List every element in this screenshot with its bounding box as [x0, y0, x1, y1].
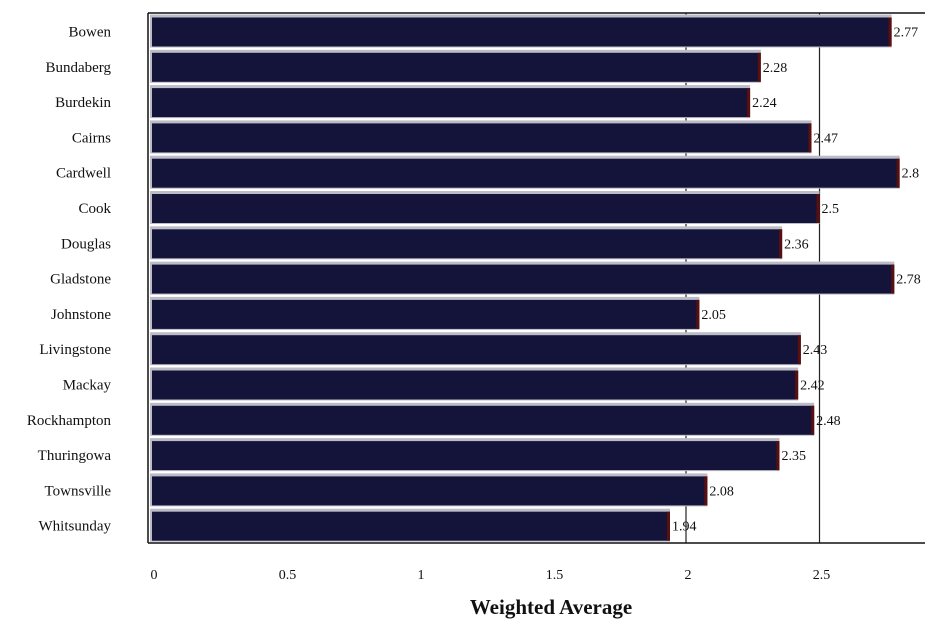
data-label: 2.43	[803, 343, 828, 358]
category-label: Burdekin	[55, 95, 111, 111]
bar-cook	[152, 194, 820, 223]
bar-edge	[666, 511, 670, 541]
data-label: 2.05	[701, 308, 726, 323]
category-label: Cook	[78, 201, 111, 217]
bar-edge	[888, 17, 892, 47]
bar-edge	[776, 441, 780, 471]
bar-edge	[757, 52, 761, 82]
bar-bowen	[152, 17, 892, 47]
bar-cardwell	[152, 158, 900, 188]
bar-edge	[797, 335, 801, 365]
category-label: Cardwell	[56, 166, 111, 182]
data-label: 2.47	[813, 131, 838, 146]
data-label: 2.08	[709, 484, 734, 499]
bar-edge	[779, 229, 783, 259]
category-label: Livingstone	[39, 342, 111, 358]
value-labels: 2.77 2.28 2.24 2.47 2.8 2.5 2.36 2.78 2.05 2.43 2.…	[672, 26, 921, 535]
category-label: Mackay	[63, 378, 112, 394]
data-label: 2.8	[902, 167, 920, 182]
data-label: 2.48	[816, 414, 841, 429]
category-labels: Bowen Bundaberg Burdekin Cairns Cardwell Cook…	[27, 25, 112, 535]
bar-edge	[816, 194, 820, 223]
bar-edge	[808, 123, 812, 153]
x-tick-label: 2.5	[813, 568, 831, 583]
data-label: 2.36	[784, 237, 809, 252]
x-tick-label: 0	[151, 568, 158, 583]
data-label: 2.77	[894, 26, 919, 41]
data-label: 2.24	[752, 96, 777, 111]
x-tick-label: 0.5	[279, 568, 297, 583]
bar-thuringowa	[152, 441, 780, 471]
bar-livingstone	[152, 335, 801, 365]
bar-edge	[747, 88, 751, 118]
category-label: Thuringowa	[38, 448, 112, 464]
bar-bundaberg	[152, 52, 761, 82]
bar-johnstone	[152, 299, 700, 329]
x-tick-label: 1.5	[546, 568, 564, 583]
category-label: Cairns	[72, 130, 111, 146]
x-tick-label: 2	[685, 568, 692, 583]
category-label: Johnstone	[51, 307, 111, 323]
category-label: Douglas	[61, 236, 111, 252]
bar-cairns	[152, 123, 812, 153]
bar-edge	[696, 299, 700, 329]
bar-burdekin	[152, 88, 751, 118]
data-label: 2.5	[822, 202, 840, 217]
bar-edge	[896, 158, 900, 188]
bar-whitsunday	[152, 511, 670, 541]
bar-rockhampton	[152, 405, 815, 435]
category-label: Bundaberg	[45, 60, 111, 76]
bar-edge	[795, 370, 799, 400]
category-label: Gladstone	[50, 272, 111, 288]
x-axis-title: Weighted Average	[470, 595, 632, 619]
x-tick-labels: 0 0.5 1 1.5 2 2.5	[151, 568, 831, 583]
bar-townsville	[152, 476, 708, 506]
data-label: 2.78	[896, 273, 921, 288]
bar-edge	[891, 264, 895, 294]
data-label: 1.94	[672, 520, 697, 535]
category-label: Bowen	[69, 25, 112, 41]
x-tick-label: 1	[418, 568, 425, 583]
bar-gladstone	[152, 264, 895, 294]
bar-douglas	[152, 229, 783, 259]
data-label: 2.42	[800, 379, 825, 394]
category-label: Townsville	[45, 483, 112, 499]
data-label: 2.28	[763, 61, 788, 76]
bars-group	[150, 14, 900, 542]
bar-mackay	[152, 370, 799, 400]
category-label: Whitsunday	[39, 519, 112, 535]
bar-edge	[811, 405, 815, 435]
category-label: Rockhampton	[27, 413, 112, 429]
data-label: 2.35	[781, 449, 806, 464]
bar-edge	[704, 476, 708, 506]
